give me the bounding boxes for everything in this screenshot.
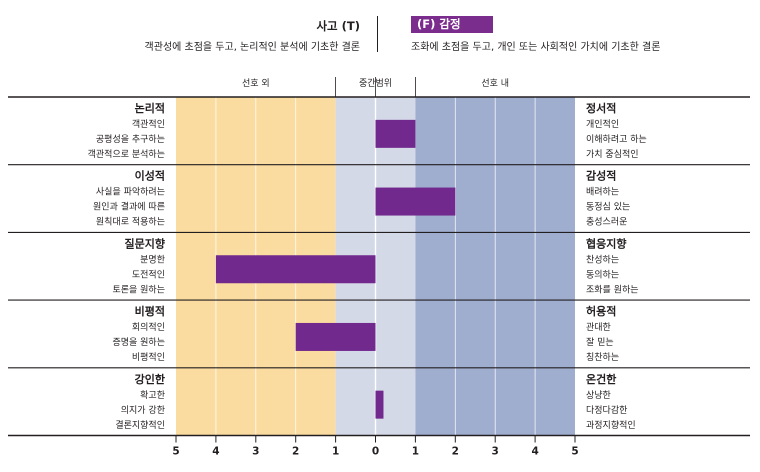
- row-right-title: 허용적: [586, 304, 616, 318]
- row-left-title: 질문지향: [125, 236, 165, 250]
- bar: [295, 322, 376, 351]
- row-right-item: 배려하는: [586, 187, 619, 198]
- row-right-item: 관대한: [586, 322, 611, 333]
- bar: [375, 119, 416, 148]
- zone-label-out: 선호 외: [242, 77, 270, 89]
- row-left-item: 객관적인: [132, 118, 165, 130]
- row-right-item: 과정지향적인: [586, 419, 636, 431]
- bar: [215, 255, 376, 284]
- row-right-item: 이해하려고 하는: [586, 134, 647, 145]
- row-left-item: 회의적인: [132, 321, 165, 333]
- row-right-item: 동정심 있는: [586, 201, 630, 213]
- bar: [375, 187, 456, 216]
- row-left-item: 객관적으로 분석하는: [88, 148, 165, 160]
- row-right-item: 충성스러운: [586, 217, 627, 228]
- left-header-subtitle: 객관성에 초점을 두고, 논리적인 분석에 기초한 결론: [144, 42, 360, 53]
- x-tick-label: 5: [571, 446, 578, 458]
- row-right-title: 감성적: [586, 169, 616, 183]
- row-left-title: 논리적: [135, 101, 165, 115]
- row-right-item: 상냥한: [586, 390, 611, 401]
- row-left-item: 도전적인: [132, 268, 165, 280]
- row-right-item: 개인적인: [586, 118, 619, 130]
- row-right-item: 다정다감한: [586, 404, 627, 416]
- row-left-item: 비평적인: [132, 351, 165, 363]
- row-right-title: 협응지향: [586, 236, 626, 250]
- row-left-item: 원칙대로 적용하는: [96, 216, 165, 228]
- x-tick-label: 1: [332, 446, 339, 458]
- header-divider: [377, 16, 378, 52]
- x-tick-label: 3: [492, 446, 499, 458]
- x-tick-label: 2: [292, 446, 299, 458]
- row-right-title: 정서적: [586, 101, 616, 115]
- row-left-item: 토론을 원하는: [112, 284, 165, 295]
- row-right-item: 가치 중심적인: [586, 148, 639, 160]
- x-tick-label: 3: [252, 446, 259, 458]
- left-header-title: 사고 (T): [316, 19, 360, 33]
- zone-label-in: 선호 내: [481, 78, 509, 89]
- x-tick-label: 5: [172, 446, 179, 458]
- row-left-title: 이성적: [135, 169, 165, 183]
- row-left-title: 비평적: [135, 304, 165, 318]
- x-tick-label: 2: [452, 446, 459, 458]
- row-right-title: 온건한: [586, 372, 616, 386]
- right-header-subtitle: 조화에 초점을 두고, 개인 또는 사회적인 가치에 기초한 결론: [411, 42, 661, 53]
- row-left-item: 원인과 결과에 따른: [93, 202, 165, 213]
- row-left-item: 분명한: [140, 254, 165, 265]
- row-left-title: 강인한: [135, 372, 165, 386]
- row-right-item: 찬성하는: [586, 254, 619, 265]
- x-tick-label: 4: [212, 446, 219, 458]
- x-tick-label: 0: [372, 446, 379, 458]
- row-left-item: 사실을 파악하려는: [96, 186, 165, 198]
- row-right-item: 잘 믿는: [586, 336, 614, 348]
- row-left-item: 확고한: [140, 389, 165, 401]
- x-tick-label: 4: [531, 446, 538, 458]
- bar: [375, 390, 384, 419]
- row-left-item: 결론지향적인: [115, 419, 165, 431]
- row-left-item: 공평성을 추구하는: [96, 134, 165, 145]
- row-left-item: 의지가 강한: [121, 405, 165, 416]
- row-right-item: 동의하는: [586, 269, 619, 280]
- row-right-item: 조화를 원하는: [586, 284, 639, 295]
- row-right-item: 칭찬하는: [586, 352, 619, 363]
- row-left-item: 증명을 원하는: [112, 337, 165, 348]
- right-header-title: (F) 감정: [411, 16, 493, 33]
- x-tick-label: 1: [412, 446, 419, 458]
